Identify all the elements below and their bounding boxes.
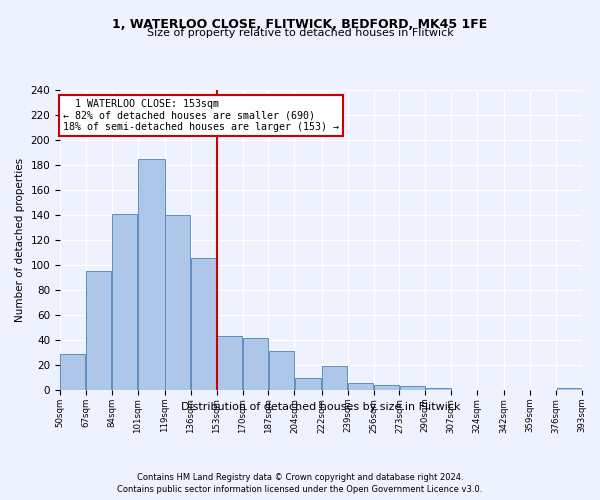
Bar (112, 214, 137, 390)
Text: Contains public sector information licensed under the Open Government Licence v3: Contains public sector information licen… (118, 485, 482, 494)
Bar (348, 382, 373, 390)
Bar (322, 366, 347, 390)
Bar (217, 336, 242, 390)
Text: Contains HM Land Registry data © Crown copyright and database right 2024.: Contains HM Land Registry data © Crown c… (137, 472, 463, 482)
Bar (374, 385, 399, 390)
Text: Size of property relative to detached houses in Flitwick: Size of property relative to detached ho… (146, 28, 454, 38)
Text: 1, WATERLOO CLOSE, FLITWICK, BEDFORD, MK45 1FE: 1, WATERLOO CLOSE, FLITWICK, BEDFORD, MK… (112, 18, 488, 30)
Bar (166, 215, 190, 390)
Bar (269, 351, 294, 390)
Bar (557, 388, 581, 390)
Bar (295, 378, 322, 390)
Text: 1 WATERLOO CLOSE: 153sqm
← 82% of detached houses are smaller (690)
18% of semi-: 1 WATERLOO CLOSE: 153sqm ← 82% of detach… (63, 99, 339, 132)
Bar (243, 338, 268, 390)
Bar (425, 388, 451, 390)
Y-axis label: Number of detached properties: Number of detached properties (15, 158, 25, 322)
Text: Distribution of detached houses by size in Flitwick: Distribution of detached houses by size … (181, 402, 461, 412)
Bar (86, 271, 112, 390)
Bar (61, 354, 85, 390)
Bar (191, 258, 217, 390)
Bar (138, 159, 164, 390)
Bar (400, 386, 425, 390)
